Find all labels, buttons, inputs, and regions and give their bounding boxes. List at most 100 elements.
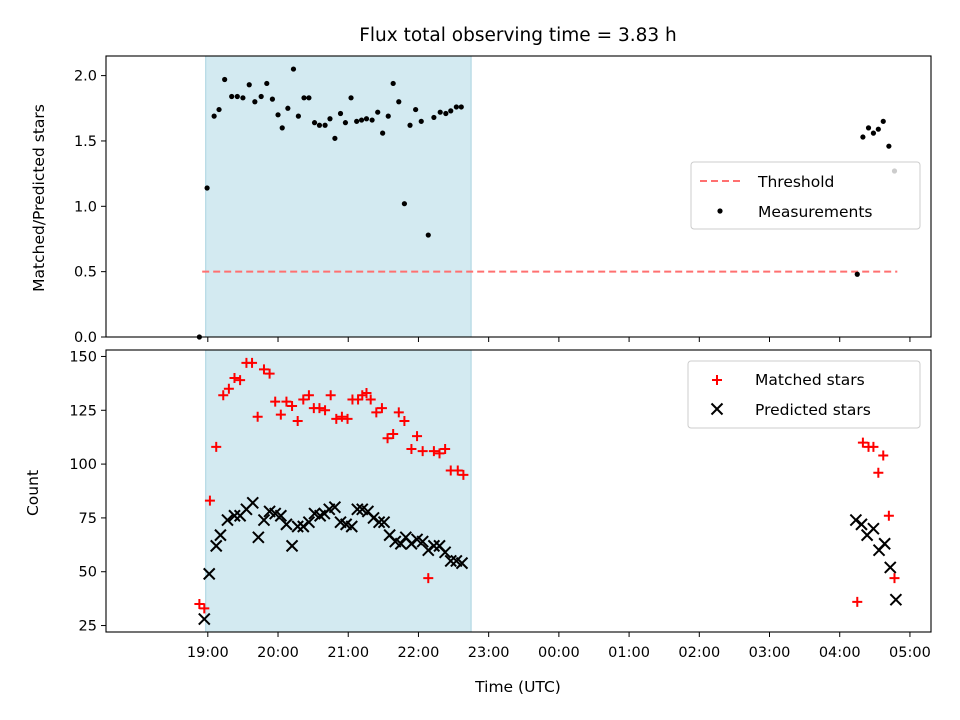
measurement-point (375, 109, 381, 115)
matched-star-point (458, 469, 469, 480)
measurement-point (306, 95, 312, 101)
matched-star-point (287, 400, 298, 411)
predicted-star-point (416, 535, 429, 548)
measurement-point (301, 95, 307, 101)
top-y-tick-label: 0.0 (74, 330, 97, 346)
matched-star-point (229, 372, 240, 383)
matched-star-point (204, 495, 215, 506)
matched-star-point (270, 396, 281, 407)
x-tick-label: 22:00 (398, 645, 440, 661)
top-shaded-span (205, 55, 472, 338)
matched-star-point (428, 446, 439, 457)
matched-star-point (406, 444, 417, 455)
predicted-star-point (302, 516, 316, 529)
predicted-star-point (257, 513, 271, 527)
predicted-star-point (377, 516, 391, 529)
measurement-point (363, 116, 370, 122)
matched-star-point (434, 448, 445, 459)
matched-star-point (852, 596, 863, 607)
matched-star-point (325, 390, 336, 401)
predicted-star-point (228, 509, 241, 522)
matched-star-point (857, 437, 868, 448)
measurement-point (401, 201, 408, 207)
predicted-star-point (285, 539, 299, 553)
matched-star-point (199, 603, 210, 614)
matched-star-point (258, 364, 269, 375)
measurement-point (358, 117, 365, 123)
x-tick-label: 21:00 (327, 645, 369, 661)
bottom-y-tick-label: 50 (79, 565, 97, 581)
x-tick-label: 01:00 (608, 645, 650, 661)
predicted-star-point (878, 537, 891, 550)
measurement-point (448, 108, 454, 114)
matched-star-point (342, 413, 353, 424)
predicted-star-point (427, 539, 441, 553)
measurement-point (246, 82, 252, 88)
measurement-point (870, 130, 877, 136)
measurement-point (332, 135, 338, 141)
measurement-point (322, 122, 328, 128)
bottom-y-tick-label: 25 (79, 619, 97, 635)
legend-threshold-label: Threshold (757, 173, 834, 191)
predicted-star-point (884, 561, 897, 574)
measurement-point (311, 120, 318, 126)
measurement-point (269, 96, 276, 102)
measurement-point (854, 271, 860, 277)
matched-star-point (417, 446, 428, 457)
measurement-point (380, 130, 386, 136)
predicted-star-point (351, 503, 364, 516)
measurement-point (234, 93, 240, 100)
top-panel: 0.0 0.5 1.0 1.5 2.0 Threshold Measurements (74, 55, 932, 346)
matched-star-point (336, 411, 347, 422)
predicted-star-point (328, 500, 342, 514)
matched-star-point (365, 394, 376, 405)
predicted-star-point (444, 554, 457, 568)
matched-star-point (889, 573, 900, 584)
legend-predicted-swatch (710, 402, 724, 416)
measurement-point (216, 106, 222, 113)
predicted-star-point (246, 496, 259, 510)
measurement-point (252, 99, 258, 105)
matched-star-point (275, 409, 286, 420)
x-tick-label: 23:00 (468, 645, 510, 661)
predicted-star-point (889, 593, 903, 606)
top-y-tick-label: 0.5 (74, 265, 97, 281)
matched-star-point (211, 441, 222, 452)
measurement-point (875, 126, 881, 132)
bottom-y-axis-label: Count (24, 470, 42, 516)
measurement-point (290, 66, 297, 72)
matched-star-point (868, 441, 879, 452)
measurement-point (204, 185, 210, 191)
matched-star-point (218, 390, 229, 401)
x-axis-label: Time (UTC) (474, 678, 561, 696)
bottom-shaded-span (205, 349, 472, 633)
matched-star-point (252, 411, 263, 422)
measurement-point (222, 76, 228, 83)
measurement-point (437, 109, 443, 115)
matched-star-point (393, 407, 404, 418)
predicted-star-point (252, 531, 265, 544)
predicted-star-point (198, 612, 211, 626)
measurement-point (396, 99, 402, 105)
predicted-star-point (280, 518, 293, 531)
matched-star-point (264, 368, 275, 379)
matched-star-point (320, 405, 331, 416)
top-y-axis-label: Matched/Predicted stars (30, 104, 48, 292)
predicted-star-point (855, 518, 868, 531)
predicted-star-point (345, 520, 358, 533)
matched-star-point (382, 433, 393, 444)
matched-star-point (314, 403, 325, 414)
x-tick-label: 04:00 (819, 645, 861, 661)
legend-matched-swatch (712, 375, 722, 385)
measurement-point (453, 104, 459, 110)
measurement-point (407, 122, 413, 128)
bottom-legend-box (687, 360, 921, 429)
measurement-point (258, 93, 264, 100)
measurement-point (880, 118, 886, 124)
measurement-point (295, 113, 301, 119)
measurement-point (327, 116, 333, 122)
x-tick-label: 19:00 (187, 645, 229, 661)
legend-measurements-swatch (717, 208, 723, 214)
bottom-panel: 25 50 75 100 125 150 19:00 20:00 21:00 22:00 23:00… (69, 349, 932, 661)
measurement-point (240, 95, 246, 101)
